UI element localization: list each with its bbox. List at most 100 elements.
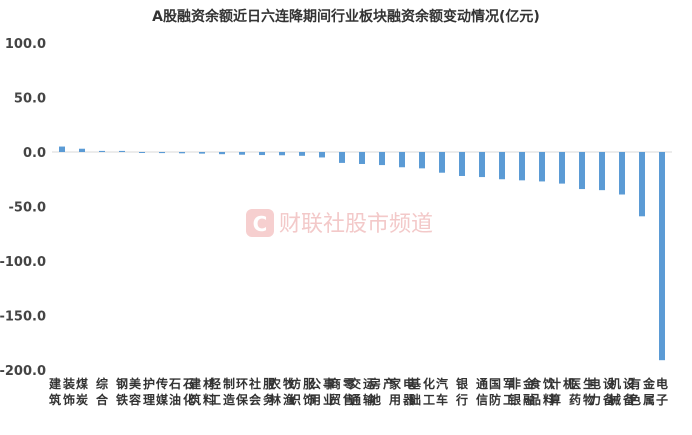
category-label-char: 防 [489,392,501,407]
category-label-char: 电 [589,376,601,391]
category-label-char: 交 [349,376,361,391]
category-label-char: 力 [589,392,601,407]
y-tick-label: -200.0 [0,364,46,379]
bar [339,152,345,163]
category-label-char: 综 [96,376,108,391]
category-label-char: 工 [503,393,515,407]
category-label-char: 工 [423,393,435,407]
category-label-char: 器 [402,393,416,407]
category-label-char: 家 [389,376,402,391]
category-label-char: 融 [523,392,535,407]
category-label-char: 石 [168,377,181,391]
category-label-char: 工 [209,393,221,407]
category-label-char: 零 [342,377,356,391]
category-label-char: 农 [268,376,281,391]
category-label-char: 备 [602,392,616,407]
category-label-char: 设 [603,376,616,391]
category-label: 计算机 [549,376,575,407]
category-label-char: 机 [563,376,575,391]
category-label-char: 非 [509,376,521,391]
category-label-char: 通 [349,392,361,407]
category-label: 通信 [476,376,488,407]
category-label-char: 机 [609,376,621,391]
category-label-char: 织 [289,392,301,407]
category-label-char: 础 [409,392,421,407]
category-label-char: 子 [656,393,668,407]
category-label-char: 石 [182,377,195,391]
category-label: 煤炭 [76,376,88,407]
category-label-char: 国 [489,377,501,391]
category-label-char: 运 [363,377,375,391]
category-label-char: 化 [423,376,435,391]
y-tick-label: -50.0 [9,201,46,216]
category-label-char: 保 [235,392,249,407]
watermark-logo [246,209,274,237]
category-label-char: 筑 [49,392,61,407]
category-label-char: 护 [143,376,155,391]
category-label-char: 贸 [329,392,341,407]
category-label-char: 地 [369,392,381,407]
category-label-char: 会 [249,392,262,407]
category-label-char: 通 [476,376,488,391]
bar [259,152,265,156]
y-tick-label: 50.0 [14,92,46,107]
bar [459,152,465,176]
category-label-char: 铁 [116,392,128,407]
category-label-char: 饰 [303,392,315,407]
category-label: 综合 [96,376,109,407]
y-tick-label: 0.0 [23,146,46,161]
y-tick-label: 100.0 [5,37,46,52]
category-label-char: 传 [155,376,168,391]
bar [639,152,645,217]
category-label: 银行 [455,376,469,407]
category-label-char: 渔 [283,392,295,407]
category-label-char: 食 [528,376,542,391]
watermark-text: 财联社股市频道 [279,212,433,237]
category-label-char: 合 [96,392,109,407]
category-label-char: 电 [403,376,415,391]
category-label-char: 媒 [156,392,169,407]
bar [99,150,105,152]
category-label-char: 煤 [76,376,88,391]
bar [579,152,585,190]
category-label-char: 环 [236,377,248,391]
category-label-char: 务 [263,392,276,407]
category-label-char: 饰 [63,392,75,407]
y-tick-label: -100.0 [0,255,46,270]
category-label-char: 金 [642,376,656,391]
category-label-char: 金 [522,376,536,391]
category-label-char: 建 [48,376,62,391]
category-label-char: 美 [129,376,142,391]
bar [299,152,305,156]
y-axis-ticks: 100.0 50.0 0.0 -50.0 -100.0 -150.0 -200.0 [0,37,46,379]
category-label-char: 基 [408,376,422,391]
category-label-char: 钢 [116,376,128,391]
category-label-char: 制 [223,376,235,391]
bar [499,152,505,180]
category-label-char: 林 [269,392,281,407]
bar [179,152,185,154]
category-label-char: 炭 [76,392,88,407]
category-label-char: 计 [549,376,561,391]
category-label-char: 业 [323,392,335,407]
category-label-char: 材 [202,376,215,391]
category-label-char: 信 [476,392,488,407]
category-label-char: 建 [188,376,202,391]
category-label-char: 银 [456,376,469,391]
category-label-char: 容 [128,392,141,407]
category-label-char: 品 [529,393,541,407]
bar [399,152,405,168]
category-label-char: 械 [609,392,621,407]
category-label-char: 公 [309,377,321,391]
category-label: 房地产 [369,376,395,407]
category-label-char: 物 [583,392,595,407]
